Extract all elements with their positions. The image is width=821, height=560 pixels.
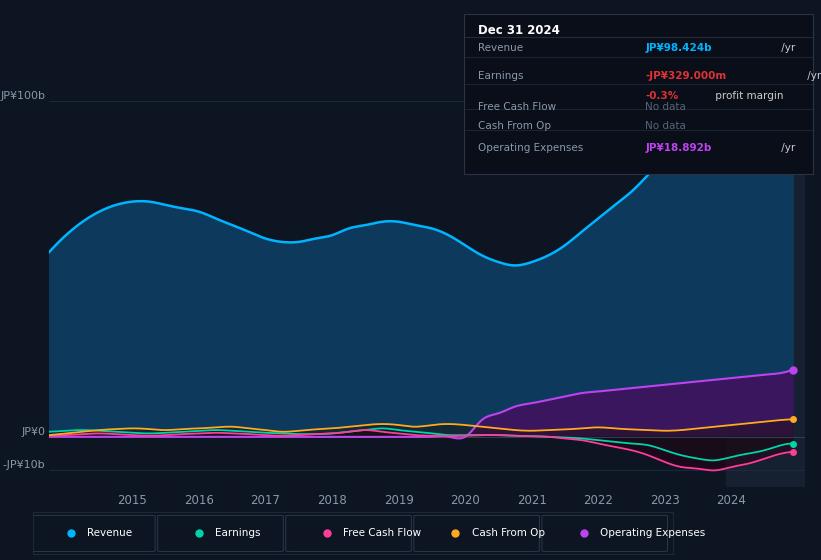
Text: Revenue: Revenue (478, 43, 523, 53)
Text: Cash From Op: Cash From Op (471, 529, 544, 538)
Text: /yr: /yr (778, 143, 796, 153)
Text: No data: No data (645, 102, 686, 112)
Text: Free Cash Flow: Free Cash Flow (343, 529, 421, 538)
Text: profit margin: profit margin (712, 91, 783, 101)
Text: /yr: /yr (778, 43, 796, 53)
Text: JP¥100b: JP¥100b (1, 91, 45, 101)
Text: Free Cash Flow: Free Cash Flow (478, 102, 556, 112)
Text: -0.3%: -0.3% (645, 91, 678, 101)
Text: Dec 31 2024: Dec 31 2024 (478, 25, 560, 38)
Text: -JP¥329.000m: -JP¥329.000m (645, 71, 727, 81)
Text: Operating Expenses: Operating Expenses (599, 529, 704, 538)
Text: Earnings: Earnings (215, 529, 261, 538)
Text: JP¥98.424b: JP¥98.424b (645, 43, 712, 53)
Text: Cash From Op: Cash From Op (478, 121, 551, 131)
Text: -JP¥10b: -JP¥10b (2, 460, 45, 470)
Text: No data: No data (645, 121, 686, 131)
Bar (726, 50, 805, 487)
Text: Earnings: Earnings (478, 71, 523, 81)
Text: Revenue: Revenue (87, 529, 132, 538)
Text: Operating Expenses: Operating Expenses (478, 143, 583, 153)
Text: /yr: /yr (805, 71, 821, 81)
Text: JP¥0: JP¥0 (21, 427, 45, 437)
Text: JP¥18.892b: JP¥18.892b (645, 143, 712, 153)
